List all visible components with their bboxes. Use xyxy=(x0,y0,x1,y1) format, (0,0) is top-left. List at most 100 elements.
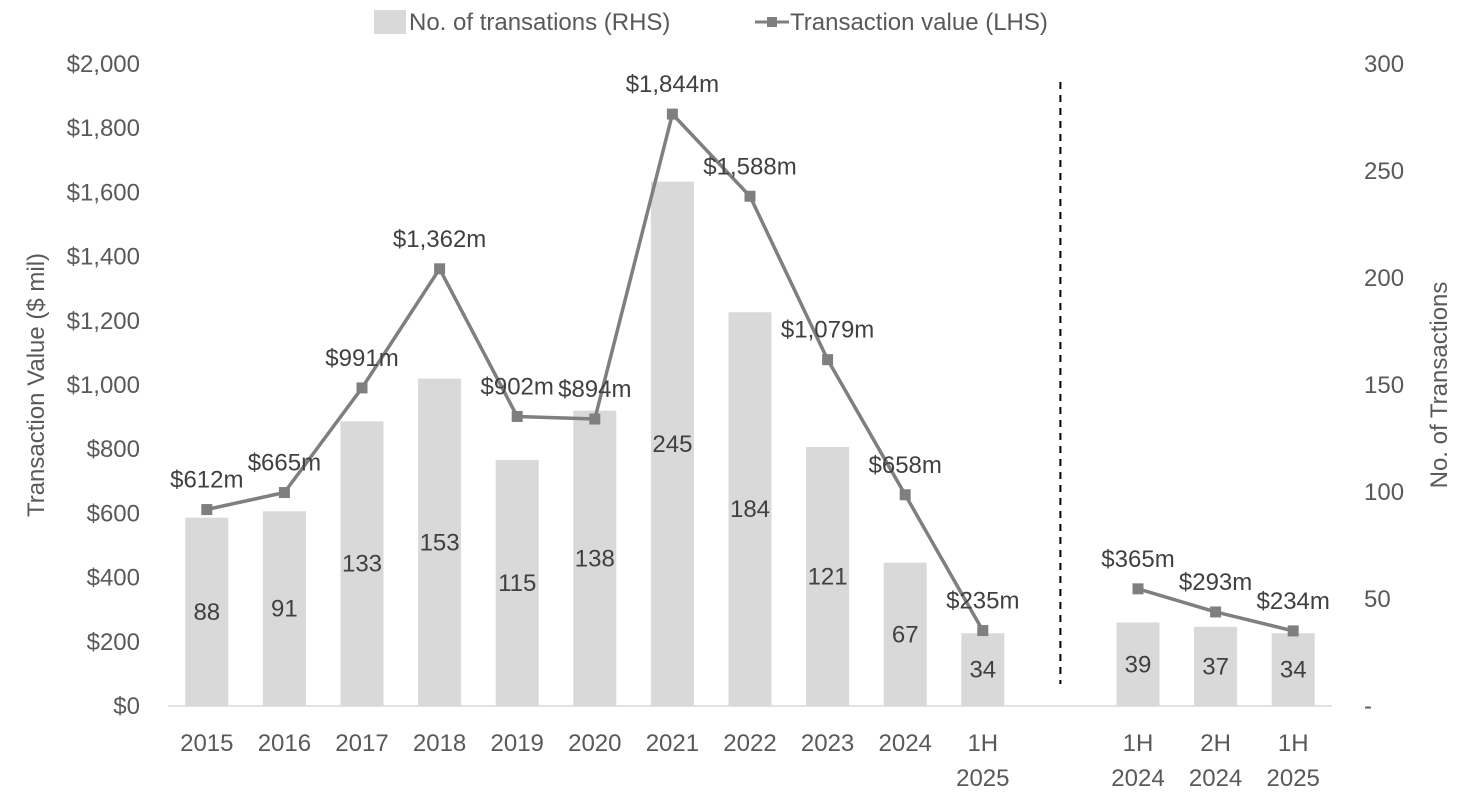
bar xyxy=(1194,626,1238,706)
bars xyxy=(185,181,1315,706)
line-marker xyxy=(899,489,911,501)
right-axis-tick-label: 100 xyxy=(1364,479,1404,506)
line-data-label: $234m xyxy=(1257,588,1330,615)
line-marker xyxy=(434,263,446,275)
x-axis-tick-label: 1H xyxy=(967,730,998,757)
x-axis-tick-label: 2025 xyxy=(956,765,1009,792)
right-axis-tick-label: 300 xyxy=(1364,51,1404,78)
x-axis-tick-label: 2021 xyxy=(646,730,699,757)
line-data-label: $235m xyxy=(946,588,1019,615)
right-axis-tick-label: 150 xyxy=(1364,372,1404,399)
x-axis-tick-label: 2H xyxy=(1200,730,1231,757)
x-axis-tick-label: 2022 xyxy=(723,730,776,757)
right-axis-tick-label: 200 xyxy=(1364,265,1404,292)
x-axis-ticks: 2015 2016 2017 2018 2019 2020 2021 2022 2023 2024… xyxy=(180,730,1320,792)
x-axis-tick-label: 2024 xyxy=(1189,765,1242,792)
bar xyxy=(650,181,694,706)
left-axis: $0 $200 $400 $600 $800 $1,000 $1,200 $1,400 $1,6… xyxy=(67,51,140,720)
bar-data-label: 37 xyxy=(1202,653,1229,680)
line-marker xyxy=(1210,606,1222,618)
bar-labels: 88 91 133 153 115 138 245 184 121 67 34 39 37 34 xyxy=(193,431,1306,684)
bar-data-label: 88 xyxy=(193,599,220,626)
bar-data-label: 91 xyxy=(271,596,298,623)
line-data-label: $365m xyxy=(1101,546,1174,573)
bar xyxy=(495,459,539,706)
line-data-label: $1,079m xyxy=(781,317,874,344)
bar xyxy=(961,633,1005,706)
x-axis-tick-label: 2024 xyxy=(1111,765,1164,792)
right-axis-tick-label: - xyxy=(1364,693,1372,720)
bar xyxy=(262,511,306,706)
legend-label-line: Transaction value (LHS) xyxy=(790,9,1048,36)
line-data-label: $665m xyxy=(248,450,321,477)
x-axis-tick-label: 2015 xyxy=(180,730,233,757)
line-data-label: $894m xyxy=(558,376,631,403)
bar-data-label: 245 xyxy=(652,431,692,458)
right-axis-tick-label: 50 xyxy=(1364,586,1391,613)
x-axis-tick-label: 2023 xyxy=(801,730,854,757)
line-marker xyxy=(589,413,601,425)
x-axis-tick-label: 2024 xyxy=(879,730,932,757)
line-series xyxy=(201,108,1299,637)
legend: No. of transations (RHS) Transaction val… xyxy=(374,9,1048,36)
legend-swatch-marker xyxy=(767,17,777,27)
left-axis-tick-label: $2,000 xyxy=(67,51,140,78)
bar-data-label: 34 xyxy=(969,657,996,684)
line-marker xyxy=(822,354,834,366)
left-axis-tick-label: $400 xyxy=(87,565,140,592)
line-marker xyxy=(1132,583,1144,595)
bar-data-label: 184 xyxy=(730,496,770,523)
bar xyxy=(340,421,384,706)
line-data-label: $612m xyxy=(170,467,243,494)
bar-data-label: 133 xyxy=(342,551,382,578)
x-axis-tick-label: 2020 xyxy=(568,730,621,757)
bar-data-label: 34 xyxy=(1280,657,1307,684)
bar-data-label: 121 xyxy=(808,564,848,591)
line-data-label: $293m xyxy=(1179,569,1252,596)
left-axis-tick-label: $1,400 xyxy=(67,244,140,271)
left-axis-title: Transaction Value ($ mil) xyxy=(23,253,50,517)
legend-swatch-bar xyxy=(374,10,406,34)
right-axis-tick-label: 250 xyxy=(1364,158,1404,185)
line-marker xyxy=(744,190,756,202)
left-axis-tick-label: $1,600 xyxy=(67,179,140,206)
bar xyxy=(418,378,462,706)
left-axis-tick-label: $0 xyxy=(113,693,140,720)
line-data-label: $1,588m xyxy=(703,153,796,180)
bar xyxy=(728,312,772,706)
bar-data-label: 67 xyxy=(892,621,919,648)
left-axis-tick-label: $600 xyxy=(87,500,140,527)
line-data-label: $658m xyxy=(869,452,942,479)
line-marker xyxy=(201,504,213,516)
line-marker xyxy=(356,382,368,394)
bar-data-label: 138 xyxy=(575,545,615,572)
bar xyxy=(1116,622,1160,706)
line-labels: $612m$665m $991m $1,362m $902m $894m $1,844m $… xyxy=(170,71,1330,615)
bar-data-label: 153 xyxy=(420,529,460,556)
bar-data-label: 39 xyxy=(1125,651,1152,678)
x-axis-tick-label: 2016 xyxy=(258,730,311,757)
line-data-label: $1,844m xyxy=(626,71,719,98)
bar-data-label: 115 xyxy=(498,570,536,597)
bar xyxy=(1271,633,1315,706)
left-axis-tick-label: $1,200 xyxy=(67,308,140,335)
bar xyxy=(883,562,927,706)
left-axis-tick-label: $200 xyxy=(87,629,140,656)
left-axis-tick-label: $1,000 xyxy=(67,372,140,399)
bar xyxy=(573,410,617,706)
x-axis-tick-label: 1H xyxy=(1123,730,1154,757)
line-marker xyxy=(278,487,290,499)
x-axis-tick-label: 2017 xyxy=(335,730,388,757)
left-axis-tick-label: $1,800 xyxy=(67,115,140,142)
x-axis-tick-label: 1H xyxy=(1278,730,1309,757)
line-marker xyxy=(666,108,678,120)
right-axis: - 50 100 150 200 250 300 xyxy=(1364,51,1404,720)
line-marker xyxy=(977,625,989,637)
x-axis-tick-label: 2019 xyxy=(491,730,544,757)
right-axis-title: No. of Transactions xyxy=(1426,282,1453,489)
x-axis-tick-label: 2025 xyxy=(1267,765,1320,792)
line-data-label: $1,362m xyxy=(393,226,486,253)
line-marker xyxy=(511,410,523,422)
left-axis-tick-label: $800 xyxy=(87,436,140,463)
